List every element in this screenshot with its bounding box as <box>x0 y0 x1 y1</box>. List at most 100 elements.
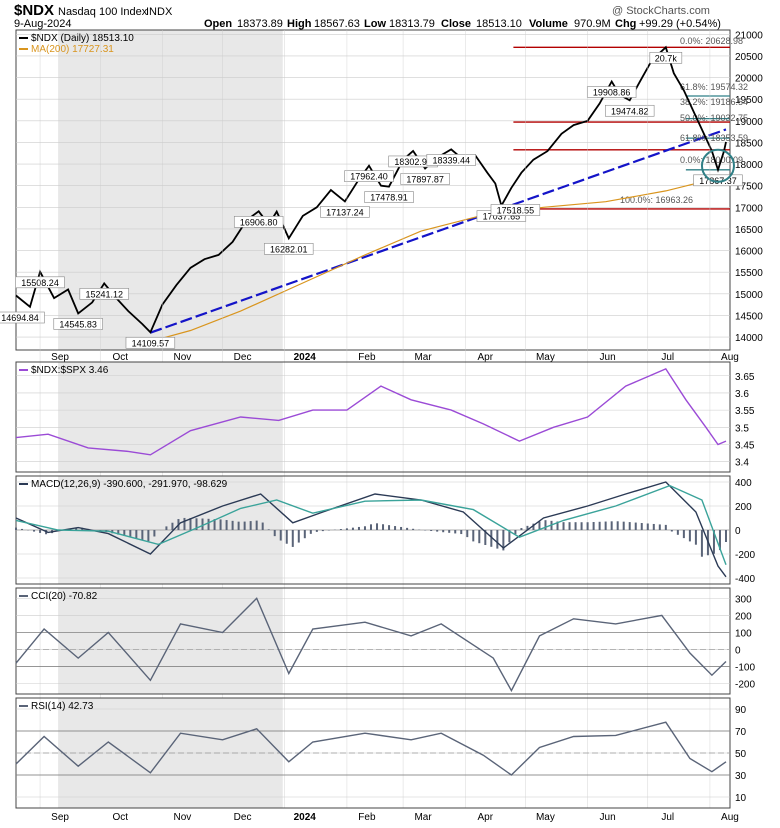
legend: $NDX:$SPX 3.46 <box>19 365 109 376</box>
panel-frame <box>15 29 731 351</box>
price-label-box <box>400 173 450 185</box>
volume-label: Volume <box>529 18 568 30</box>
macd-histogram-bar <box>363 526 366 530</box>
macd-histogram-bar <box>255 520 258 530</box>
macd-histogram-bar <box>291 530 294 547</box>
macd-histogram-bar <box>231 520 234 530</box>
macd-histogram-bar <box>309 530 312 534</box>
fib-label: 38.2%: 19186.54 <box>680 97 748 107</box>
y-tick-label: 10 <box>735 793 747 804</box>
price-label: 14694.84 <box>1 313 39 323</box>
y-tick-label: 0 <box>735 526 741 537</box>
y-tick-label: 100 <box>735 628 752 639</box>
y-tick-label: 0 <box>735 646 741 657</box>
macd-histogram-bar <box>622 521 625 530</box>
macd-histogram-bar <box>490 530 493 547</box>
high-label: High <box>287 18 312 30</box>
low-value: 18313.79 <box>389 18 435 30</box>
y-tick-label: 3.5 <box>735 423 749 434</box>
y-tick-label: 15500 <box>735 268 763 279</box>
macd-histogram-bar <box>123 530 126 536</box>
fib-label: 61.8%: 19574.32 <box>680 82 748 92</box>
series-macd-line <box>15 481 727 578</box>
macd-histogram-bar <box>472 530 475 542</box>
macd-histogram-bar <box>556 521 559 530</box>
macd-histogram-bar <box>460 530 463 535</box>
open-label: Open <box>204 18 232 30</box>
x-tick-label: Dec <box>234 812 252 823</box>
macd-histogram-bar <box>670 530 673 532</box>
macd-histogram-bar <box>676 530 679 535</box>
y-tick-label: 14500 <box>735 311 763 322</box>
fib-label: 0.0%: 20628.98 <box>680 36 743 46</box>
y-tick-label: 18000 <box>735 160 763 171</box>
x-tick-label: Nov <box>174 352 192 363</box>
macd-histogram-bar <box>574 522 577 530</box>
macd-histogram-bar <box>592 522 595 530</box>
x-tick-label: Jun <box>600 352 616 363</box>
shaded-region <box>58 588 283 694</box>
panel-3: 300 200 100 0 -100 -200 CCI(20) -70.82 <box>15 587 755 695</box>
macd-histogram-bar <box>646 523 649 530</box>
macd-histogram-bar <box>640 523 643 530</box>
x-tick-label: 2024 <box>294 812 317 823</box>
macd-histogram-bar <box>147 530 150 542</box>
macd-histogram-bar <box>448 530 451 533</box>
y-tick-label: 70 <box>735 727 747 738</box>
series-signal-line <box>15 484 727 566</box>
y-tick-label: 21000 <box>735 30 763 41</box>
macd-histogram-bar <box>261 522 264 530</box>
x-tick-label: Jul <box>661 812 674 823</box>
x-tick-label: May <box>536 352 555 363</box>
header: $NDX Nasdaq 100 Index INDX @ StockCharts… <box>14 2 721 30</box>
macd-histogram-bar <box>544 520 547 530</box>
volume-value: 970.9M <box>574 18 611 30</box>
macd-histogram-bar <box>213 519 216 530</box>
y-tick-label: 3.6 <box>735 389 749 400</box>
macd-histogram-bar <box>351 527 354 530</box>
fib-label: 0.0%: 18000.09 <box>680 155 743 165</box>
macd-histogram-bar <box>369 524 372 530</box>
x-tick-label: Jul <box>661 352 674 363</box>
macd-histogram-bar <box>357 526 360 530</box>
y-tick-label: 3.45 <box>735 441 755 452</box>
y-tick-label: 50 <box>735 749 747 760</box>
legend-label: RSI(14) 42.73 <box>31 701 94 712</box>
macd-histogram-bar <box>442 530 445 533</box>
x-tick-label: Mar <box>414 352 432 363</box>
y-tick-label: 16500 <box>735 225 763 236</box>
exchange: INDX <box>146 6 173 18</box>
macd-histogram-bar <box>315 530 318 532</box>
price-label: 17037.65 <box>483 212 521 222</box>
macd-histogram-bar <box>285 530 288 544</box>
macd-histogram-bar <box>273 530 276 537</box>
macd-histogram-bar <box>694 530 697 545</box>
price-label: 19908.86 <box>593 88 631 98</box>
x-tick-label: Sep <box>51 352 69 363</box>
x-tick-label: Feb <box>358 812 376 823</box>
y-tick-label: 90 <box>735 705 747 716</box>
x-tick-label: Oct <box>112 352 128 363</box>
legend-label: MA(200) 17727.31 <box>31 44 114 55</box>
macd-histogram-bar <box>225 520 228 530</box>
watermark: @ StockCharts.com <box>612 5 710 17</box>
price-label: 17478.91 <box>370 193 408 203</box>
y-tick-label: 17000 <box>735 203 763 214</box>
y-tick-label: 200 <box>735 502 752 513</box>
macd-histogram-bar <box>688 530 691 542</box>
y-tick-label: 3.65 <box>735 372 755 383</box>
chart-panels: 2100020500200001950019000185001800017500… <box>0 29 763 823</box>
legend: RSI(14) 42.73 <box>19 701 94 712</box>
y-tick-label: 20000 <box>735 74 763 85</box>
y-tick-label: 14000 <box>735 333 763 344</box>
y-tick-label: -200 <box>735 550 755 561</box>
macd-histogram-bar <box>400 526 403 530</box>
macd-histogram-bar <box>249 521 252 530</box>
panel-frame <box>15 587 731 695</box>
price-label-box <box>79 288 129 300</box>
macd-histogram-bar <box>201 518 204 530</box>
series-ratio-line <box>15 368 727 456</box>
y-tick-label: 17500 <box>735 182 763 193</box>
legend: MACD(12,26,9) -390.600, -291.970, -98.62… <box>19 479 228 490</box>
